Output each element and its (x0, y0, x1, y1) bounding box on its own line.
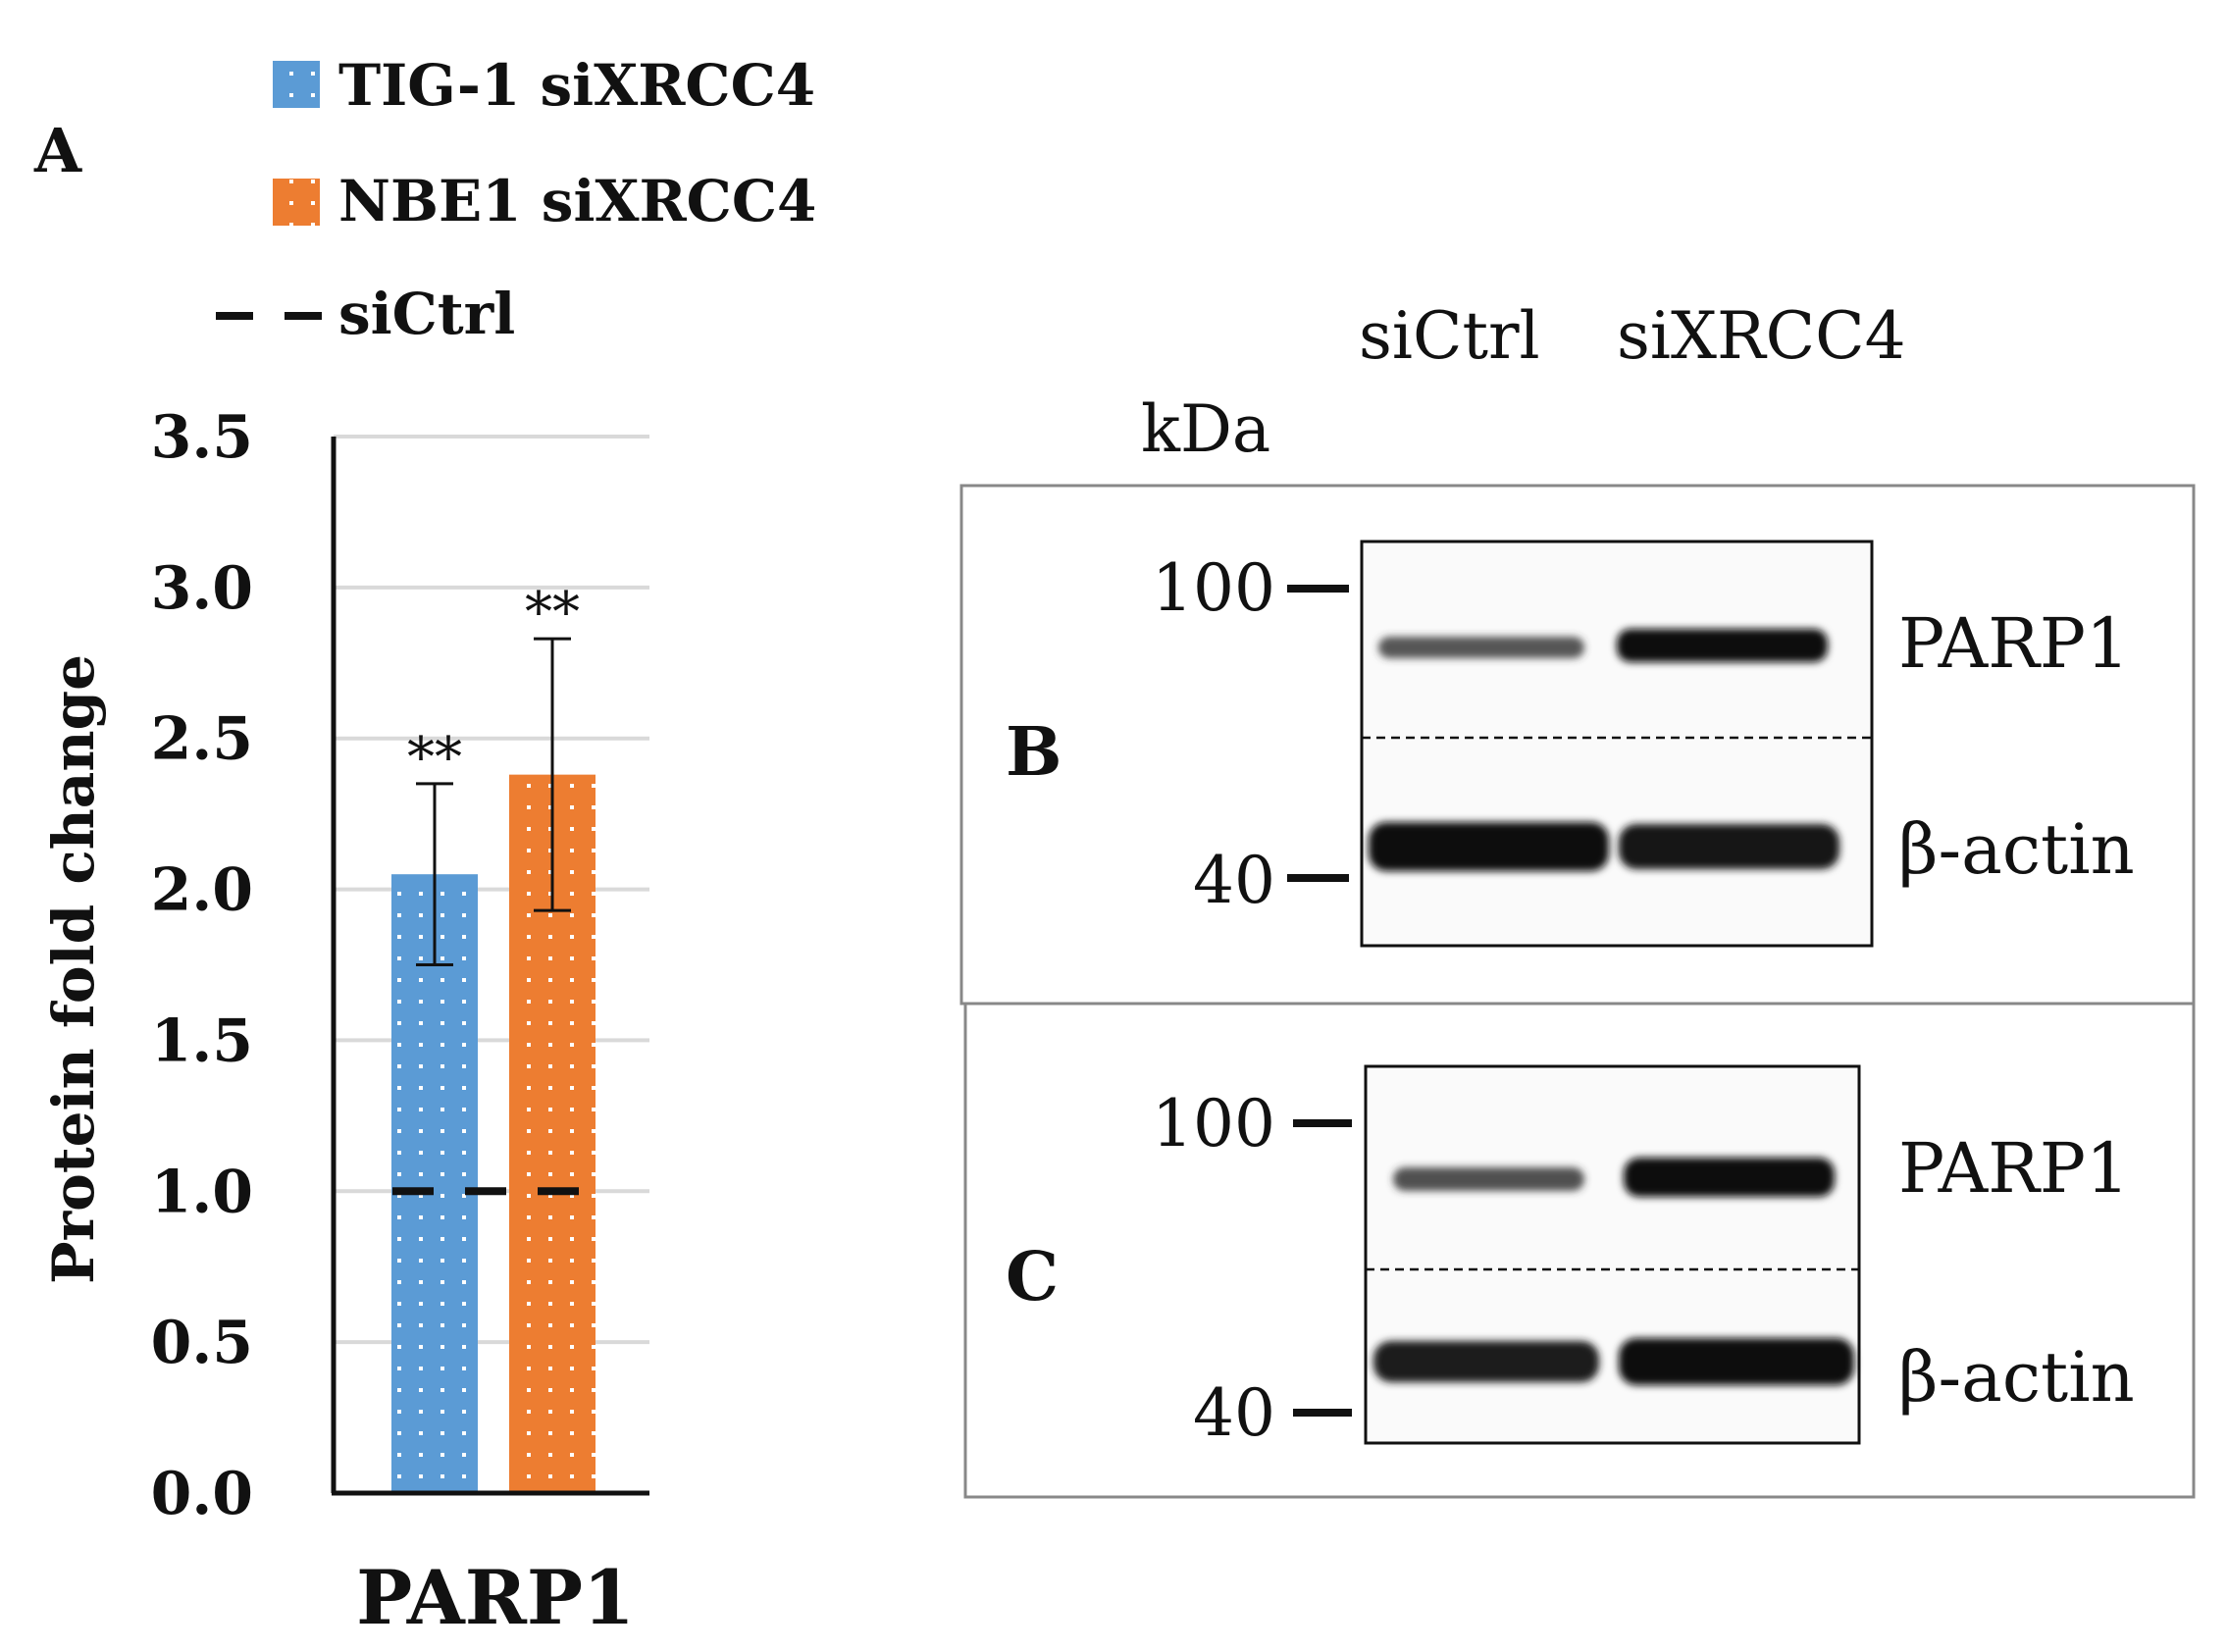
panel-c-marker-100: 100 (1152, 1086, 1275, 1162)
bar-chart: 0.0 0.5 1.0 1.5 2.0 2.5 3.0 3.5 ** ** Protein fo… (40, 403, 649, 1641)
y-tick-label: 3.5 (151, 403, 253, 472)
y-tick-label: 0.0 (151, 1460, 253, 1528)
band-c-actin-sictrl (1373, 1341, 1599, 1382)
panel-b-marker-40: 40 (1193, 843, 1275, 918)
y-tick-labels: 0.0 0.5 1.0 1.5 2.0 2.5 3.0 3.5 (151, 403, 253, 1528)
panel-a-letter: A (33, 115, 82, 186)
band-c-actin-sixrcc4 (1619, 1338, 1854, 1385)
band-b-actin-sictrl (1369, 822, 1609, 871)
legend-item-tig1: TIG-1 siXRCC4 (273, 52, 815, 119)
y-tick-label: 2.0 (151, 856, 253, 925)
y-tick-label: 2.5 (151, 705, 253, 774)
panel-b-letter: B (1006, 713, 1062, 792)
y-tick-label: 3.0 (151, 554, 253, 623)
panel-c: C 100 40 PARP1 β-actin (963, 1002, 2196, 1499)
panel-b-bands (1369, 629, 1839, 871)
panel-b: B 100 40 PARP1 β-actin (959, 484, 2196, 1006)
band-c-parp1-sixrcc4 (1624, 1158, 1835, 1197)
band-b-parp1-sictrl (1378, 637, 1584, 658)
panel-b-marker-100: 100 (1152, 550, 1275, 626)
legend-label-sictrl: siCtrl (338, 281, 515, 347)
significance-marker: ** (525, 581, 580, 645)
bars: ** ** (391, 581, 608, 1493)
y-tick-label: 1.5 (151, 1007, 253, 1075)
x-axis-category-label: PARP1 (356, 1554, 635, 1641)
y-tick-label: 0.5 (151, 1309, 253, 1377)
lane-label-sictrl: siCtrl (1359, 298, 1540, 374)
panel-c-band-label-bottom: β-actin (1898, 1337, 2135, 1418)
panel-c-bands (1373, 1158, 1854, 1385)
legend-item-nbe1: NBE1 siXRCC4 (273, 168, 816, 234)
legend-label-nbe1: NBE1 siXRCC4 (338, 168, 816, 234)
panel-a: A TIG-1 siXRCC4 NBE1 siXRCC4 siCtrl 0.00… (33, 52, 816, 1641)
legend-swatch-nbe1-dots (273, 179, 320, 226)
legend: TIG-1 siXRCC4 NBE1 siXRCC4 siCtrl (216, 52, 816, 347)
legend-item-sictrl: siCtrl (216, 281, 515, 347)
kda-label: kDa (1141, 391, 1270, 467)
panel-c-band-label-top: PARP1 (1898, 1128, 2130, 1209)
y-tick-label: 1.0 (151, 1158, 253, 1226)
lane-label-sixrcc4: siXRCC4 (1617, 298, 1906, 374)
bar-pattern (391, 874, 478, 1493)
significance-marker: ** (407, 726, 462, 790)
panel-c-blot-box (1364, 1064, 1861, 1445)
band-b-actin-sixrcc4 (1619, 824, 1839, 869)
legend-swatch-tig1-dots (273, 61, 320, 108)
panel-b-blot-box (1360, 540, 1874, 948)
panel-b-band-label-bottom: β-actin (1898, 809, 2135, 890)
panel-c-marker-40: 40 (1193, 1375, 1275, 1451)
legend-label-tig1: TIG-1 siXRCC4 (338, 52, 815, 119)
band-c-parp1-sictrl (1393, 1167, 1584, 1191)
panel-b-band-label-top: PARP1 (1898, 603, 2130, 684)
band-b-parp1-sixrcc4 (1617, 629, 1828, 662)
gridlines (334, 435, 649, 1345)
y-axis-label: Protein fold change (40, 654, 107, 1284)
panel-c-frame (963, 1002, 2196, 1499)
panel-c-letter: C (1006, 1238, 1059, 1316)
blot-panels: siCtrl siXRCC4 kDa B 100 40 PARP1 β-acti… (959, 298, 2196, 1499)
